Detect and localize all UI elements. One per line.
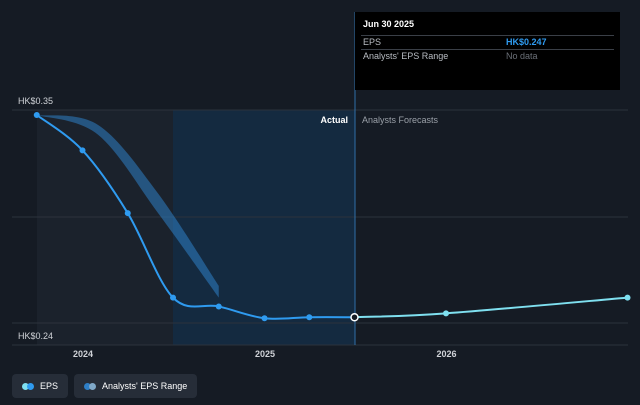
actual-label: Actual <box>320 115 348 125</box>
eps-point[interactable] <box>215 303 222 310</box>
legend-eps-label: EPS <box>40 381 59 391</box>
y-max-label: HK$0.35 <box>18 96 53 106</box>
tooltip-range-label: Analysts' EPS Range <box>363 51 449 61</box>
tooltip-date: Jun 30 2025 <box>363 19 415 29</box>
eps-actual-line <box>36 114 355 320</box>
legend-range-label: Analysts' EPS Range <box>102 381 188 391</box>
eps-point[interactable] <box>124 210 131 217</box>
eps-forecast-point[interactable] <box>443 310 450 317</box>
eps-point[interactable] <box>33 112 40 118</box>
chart-legend: EPS Analysts' EPS Range <box>12 374 198 398</box>
tooltip-row-range: Analysts' EPS Range No data <box>361 49 614 63</box>
eps-point[interactable] <box>170 294 177 301</box>
y-min-label: HK$0.24 <box>18 331 53 341</box>
legend-range-swatch-icon <box>84 382 97 390</box>
hover-tooltip: Jun 30 2025 EPS HK$0.247 Analysts' EPS R… <box>355 12 620 90</box>
tooltip-range-value: No data <box>506 51 538 61</box>
x-tick-label: 2024 <box>73 349 93 359</box>
forecast-label: Analysts Forecasts <box>362 115 439 125</box>
eps-point[interactable] <box>79 147 86 154</box>
eps-forecast-line <box>354 296 628 319</box>
tooltip-eps-label: EPS <box>363 37 382 47</box>
forecast-highlight-shade <box>173 110 355 345</box>
legend-item-eps[interactable]: EPS <box>12 374 69 398</box>
actual-period-shade <box>37 110 173 345</box>
tooltip-row-eps: EPS HK$0.247 <box>361 35 614 49</box>
eps-highlight-point[interactable] <box>350 313 359 322</box>
x-tick-label: 2026 <box>436 349 456 359</box>
eps-point[interactable] <box>306 314 313 321</box>
legend-eps-swatch-icon <box>22 382 34 390</box>
legend-item-eps-range[interactable]: Analysts' EPS Range <box>74 374 198 398</box>
x-tick-label: 2025 <box>255 349 275 359</box>
eps-line-layer <box>36 114 628 320</box>
x-tick-layer: 2024 2025 2026 <box>73 349 457 359</box>
eps-point-layer <box>33 112 631 322</box>
eps-point[interactable] <box>261 315 268 322</box>
eps-forecast-point[interactable] <box>624 294 631 301</box>
tooltip-eps-value: HK$0.247 <box>506 37 547 47</box>
